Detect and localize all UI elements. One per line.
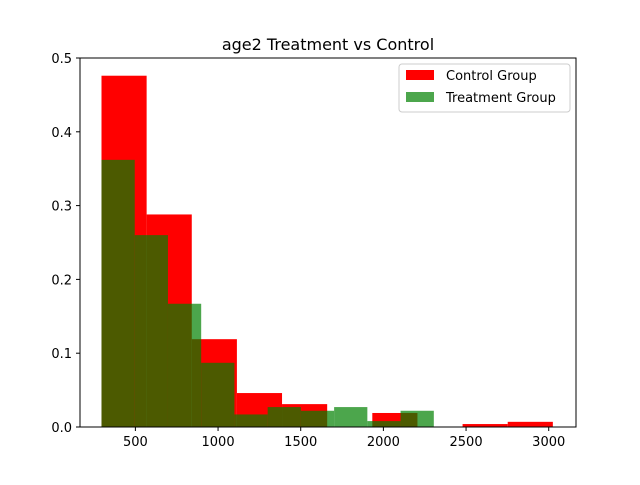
chart-title: age2 Treatment vs Control (222, 35, 434, 54)
bars-layer (101, 75, 553, 427)
legend-swatch-treatment (406, 92, 434, 102)
bar-treatment-3 (201, 362, 235, 427)
bar-treatment-1 (134, 235, 168, 427)
bar-control-8 (462, 424, 508, 427)
series-1 (101, 159, 434, 427)
bar-treatment-9 (400, 410, 434, 427)
bar-treatment-8 (367, 421, 401, 427)
x-tick-label: 2500 (450, 435, 483, 450)
legend-swatch-control (406, 70, 434, 80)
bar-treatment-0 (101, 159, 135, 427)
bar-treatment-7 (334, 407, 368, 427)
y-tick-label: 0.3 (51, 200, 72, 215)
bar-control-9 (507, 421, 553, 427)
y-tick-label: 0.4 (51, 126, 72, 141)
bar-treatment-6 (300, 410, 335, 427)
legend: Control Group Treatment Group (398, 63, 571, 113)
x-tick-label: 2000 (367, 435, 400, 450)
y-tick-label: 0.2 (51, 273, 72, 288)
y-tick-label: 0.0 (51, 421, 72, 436)
x-tick-label: 1000 (202, 435, 235, 450)
x-tick-label: 3000 (532, 435, 565, 450)
bar-treatment-2 (167, 303, 202, 427)
bar-treatment-4 (234, 414, 268, 427)
y-tick-label: 0.5 (51, 52, 72, 67)
x-tick-label: 500 (123, 435, 148, 450)
legend-box (398, 63, 571, 113)
axes-layer: 500 1000 1500 2000 2500 3000 0.0 0.1 0.2 0.3 0.4 0.… (51, 52, 565, 450)
y-tick-label: 0.1 (51, 347, 72, 362)
bar-treatment-5 (267, 407, 301, 427)
x-tick-label: 1500 (284, 435, 317, 450)
legend-label-treatment: Treatment Group (445, 91, 556, 106)
plot-frame (79, 57, 577, 428)
legend-label-control: Control Group (446, 69, 537, 84)
